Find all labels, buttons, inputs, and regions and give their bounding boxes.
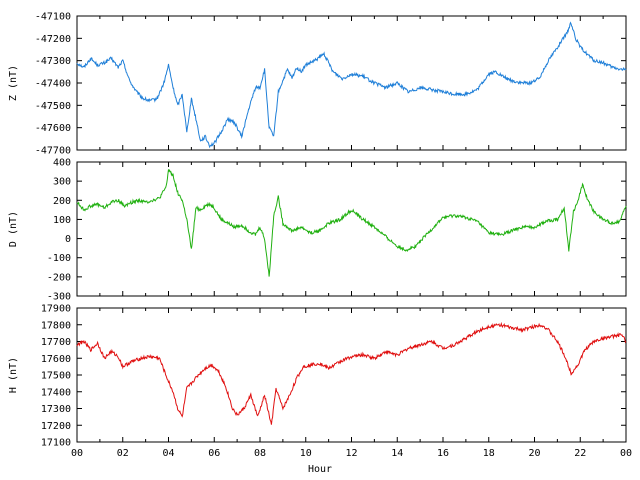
x-tick-label: 00 [71, 448, 83, 459]
panel-h-ytick-label: 17800 [41, 320, 71, 331]
panel-d-ytick-label: -300 [47, 292, 71, 303]
panel-h-ytick-label: 17300 [41, 404, 71, 415]
panel-d-series-line [76, 169, 627, 277]
x-tick-label: 12 [345, 448, 357, 459]
panel-d: 400 300 200 100 0 -100 -200 -300 D (nT) [8, 158, 627, 303]
panel-h-ytick-label: 17100 [41, 438, 71, 449]
panel-d-ytick-label: 100 [53, 215, 71, 226]
panels: -47100 -47200 -47300 -47400 -47500 -47600 -477… [8, 12, 632, 460]
panel-h-ytick-label: 17900 [41, 304, 71, 315]
panel-h-ytick-label: 17500 [41, 371, 71, 382]
panel-d-ytick-label: -200 [47, 272, 71, 283]
panel-z: -47100 -47200 -47300 -47400 -47500 -47600 -477… [8, 12, 627, 157]
panel-d-ytick-label: 200 [53, 196, 71, 207]
panel-h-series-line [76, 321, 627, 425]
x-tick-label: 08 [254, 448, 266, 459]
panel-z-ytick-label: -47200 [35, 34, 71, 45]
x-tick-label: 10 [300, 448, 312, 459]
panel-d-ytick-label: 300 [53, 177, 71, 188]
panel-d-ytick-label: 400 [53, 158, 71, 169]
x-tick-label: 16 [437, 448, 449, 459]
x-tick-label: 22 [574, 448, 586, 459]
x-tick-label: 02 [117, 448, 129, 459]
x-axis-label: Hour [308, 464, 332, 475]
x-tick-label: 14 [391, 448, 403, 459]
panel-z-ytick-label: -47700 [35, 146, 71, 157]
panel-h-ylabel: H (nT) [8, 357, 19, 393]
panel-z-series-line [76, 21, 627, 149]
panel-h-ytick-label: 17700 [41, 337, 71, 348]
panel-h-frame [76, 307, 627, 443]
x-tick-label: 06 [208, 448, 220, 459]
panel-z-ytick-label: -47300 [35, 56, 71, 67]
x-tick-label: 04 [162, 448, 174, 459]
panel-h: 17900 17800 17700 17600 17500 17400 17300 17200… [8, 304, 632, 460]
panel-d-ylabel: D (nT) [8, 211, 19, 247]
x-tick-label: 00 [620, 448, 632, 459]
panel-z-ylabel: Z (nT) [8, 65, 19, 101]
panel-d-ytick-label: -100 [47, 253, 71, 264]
x-tick-label: 20 [528, 448, 540, 459]
panel-z-ytick-label: -47600 [35, 123, 71, 134]
panel-z-frame [76, 15, 627, 151]
panel-z-ytick-label: -47500 [35, 101, 71, 112]
panel-z-ytick-label: -47400 [35, 79, 71, 90]
panel-h-ytick-label: 17400 [41, 387, 71, 398]
x-tick-label: 18 [483, 448, 495, 459]
panel-d-frame [76, 161, 627, 297]
panel-h-ytick-label: 17200 [41, 421, 71, 432]
panel-h-ytick-label: 17600 [41, 354, 71, 365]
panel-d-ytick-label: 0 [65, 234, 71, 245]
panel-z-ytick-label: -47100 [35, 12, 71, 23]
